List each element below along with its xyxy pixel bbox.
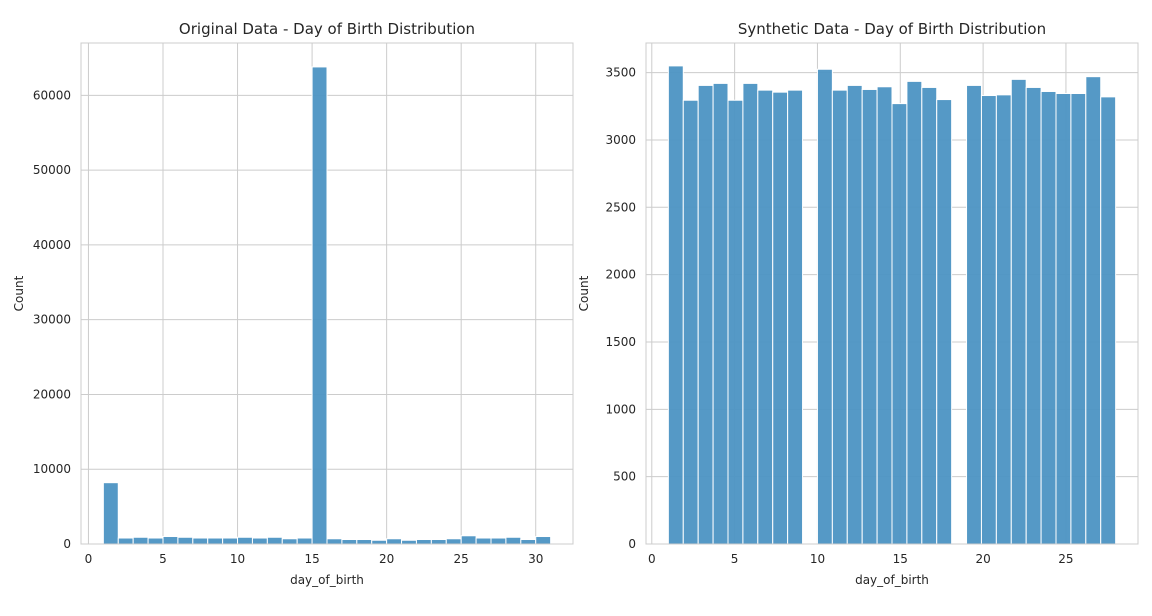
histogram-bar — [876, 86, 893, 545]
x-tick-label: 20 — [379, 552, 394, 566]
histogram-bar — [697, 84, 714, 545]
histogram-bar — [415, 539, 432, 545]
histogram-bar — [281, 538, 298, 545]
histogram-bar — [147, 537, 164, 545]
synthetic-chart-panel: 0 5 10 15 20 25 0 500 1000 1500 2000 2500 3000 3500 Sy… — [577, 20, 1139, 587]
histogram-bar — [371, 539, 388, 545]
histogram-bar — [995, 94, 1012, 545]
histogram-bar — [727, 99, 744, 545]
x-axis-label: day_of_birth — [855, 573, 929, 587]
histogram-bar — [831, 89, 848, 545]
y-tick-label: 2000 — [605, 268, 636, 282]
histogram-bar — [117, 537, 134, 545]
x-tick-label: 15 — [893, 552, 908, 566]
x-tick-label: 25 — [1058, 552, 1073, 566]
histogram-bar — [326, 538, 343, 545]
histogram-bar — [936, 99, 953, 545]
y-tick-label: 3000 — [605, 133, 636, 147]
y-tick-label: 3500 — [605, 66, 636, 80]
histogram-bar — [177, 536, 194, 545]
histogram-bar — [102, 482, 119, 545]
histogram-bar — [222, 537, 239, 545]
histogram-bar — [445, 538, 462, 545]
histogram-bar — [906, 80, 923, 545]
x-tick-label: 5 — [159, 552, 167, 566]
y-axis-label: Count — [577, 275, 591, 311]
histogram-bar — [921, 86, 938, 545]
y-tick-label: 1500 — [605, 335, 636, 349]
histogram-bar — [1025, 86, 1042, 545]
x-tick-label: 10 — [810, 552, 825, 566]
histogram-bar — [787, 89, 804, 545]
histogram-bar — [266, 536, 283, 545]
y-tick-label: 50000 — [33, 163, 71, 177]
y-tick-label: 30000 — [33, 313, 71, 327]
histogram-bar — [1055, 93, 1072, 545]
histogram-bar — [207, 537, 224, 545]
histogram-bar — [520, 539, 537, 545]
histogram-bar — [132, 536, 149, 545]
y-tick-label: 500 — [613, 470, 636, 484]
histogram-bar — [251, 537, 268, 545]
x-tick-label: 15 — [304, 552, 319, 566]
histogram-bar — [460, 535, 477, 545]
histogram-bar — [742, 82, 759, 545]
y-tick-label: 2500 — [605, 200, 636, 214]
histogram-bar — [846, 84, 863, 545]
histogram-bar — [1010, 78, 1027, 545]
histogram-bar — [386, 538, 403, 545]
histogram-bar — [1040, 90, 1057, 545]
histogram-bar — [505, 536, 522, 545]
original-chart-title: Original Data - Day of Birth Distributio… — [179, 20, 475, 38]
y-tick-label: 0 — [63, 537, 71, 551]
histogram-bar — [341, 539, 358, 545]
histogram-bar — [1100, 96, 1117, 545]
histogram-bar — [535, 536, 552, 545]
y-tick-label: 1000 — [605, 402, 636, 416]
histogram-bar — [891, 103, 908, 545]
synthetic-chart-title: Synthetic Data - Day of Birth Distributi… — [738, 20, 1046, 38]
histogram-bar — [162, 536, 179, 545]
histogram-bar — [401, 539, 417, 545]
histogram-bar — [192, 537, 209, 545]
histogram-bar — [966, 84, 982, 545]
x-tick-label: 30 — [528, 552, 543, 566]
original-chart-panel: 0 5 10 15 20 25 30 0 10000 20000 30000 40000 50000 60… — [12, 20, 574, 587]
y-tick-label: 0 — [628, 537, 636, 551]
histogram-bar — [682, 99, 699, 545]
histogram-bar — [430, 539, 447, 545]
histogram-bar — [1085, 76, 1102, 545]
histogram-bar — [490, 537, 507, 545]
x-tick-label: 0 — [648, 552, 656, 566]
y-tick-label: 10000 — [33, 462, 71, 476]
y-axis-label: Count — [12, 275, 26, 311]
histogram-bar — [1070, 93, 1087, 545]
histogram-bar — [356, 539, 373, 545]
histogram-bar — [237, 536, 253, 545]
plot-frame — [80, 42, 574, 545]
x-tick-label: 25 — [454, 552, 469, 566]
x-tick-label: 10 — [230, 552, 245, 566]
y-tick-label: 60000 — [33, 88, 71, 102]
histogram-bar — [475, 537, 492, 545]
x-tick-label: 0 — [85, 552, 93, 566]
x-tick-label: 20 — [975, 552, 990, 566]
histogram-bar — [757, 89, 774, 545]
histogram-bar — [311, 66, 328, 545]
histogram-bar — [296, 537, 313, 545]
x-tick-label: 5 — [731, 552, 739, 566]
histogram-bar — [861, 88, 878, 545]
y-tick-label: 40000 — [33, 238, 71, 252]
histogram-bar — [667, 65, 684, 545]
plot-frame — [645, 42, 1139, 545]
histogram-bar — [980, 95, 997, 545]
y-tick-label: 20000 — [33, 387, 71, 401]
histogram-bar — [816, 68, 833, 545]
x-axis-label: day_of_birth — [290, 573, 364, 587]
histogram-bar — [772, 91, 789, 545]
histogram-bar — [712, 82, 729, 545]
